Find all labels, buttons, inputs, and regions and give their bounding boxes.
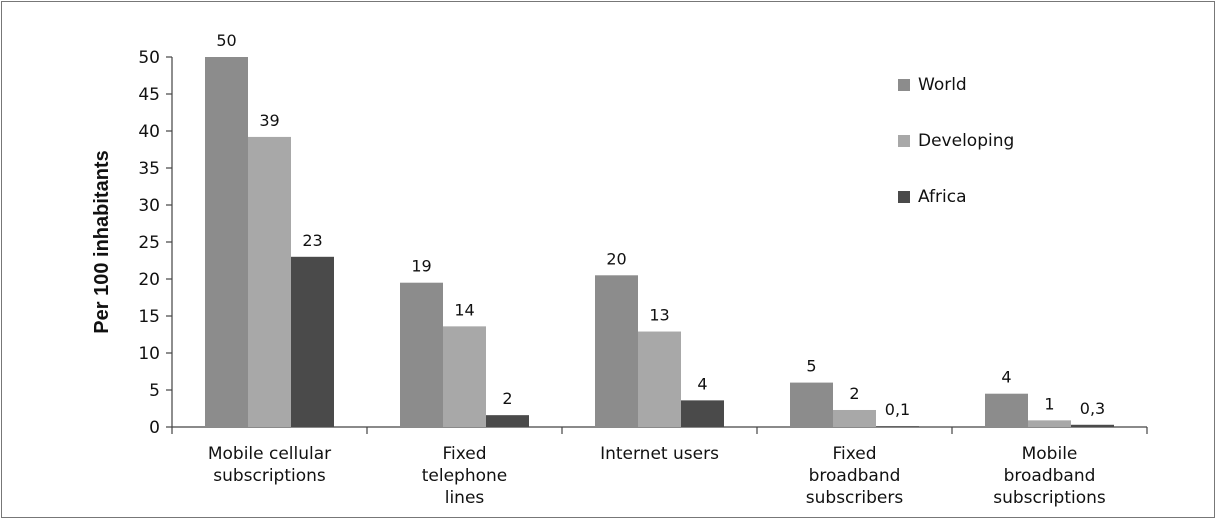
- y-tick-label: 10: [138, 344, 160, 364]
- data-label: 0,1: [885, 400, 910, 419]
- bar-world: [400, 282, 443, 427]
- category-label: broadband: [1004, 466, 1096, 486]
- data-label: 0,3: [1080, 399, 1105, 418]
- category-label: Internet users: [600, 444, 719, 464]
- data-label: 5: [806, 357, 816, 376]
- data-label: 14: [454, 300, 474, 319]
- bar-developing: [443, 326, 486, 427]
- data-label: 2: [849, 384, 859, 403]
- category-label: Mobile cellular: [208, 444, 331, 464]
- data-label: 4: [1001, 368, 1011, 387]
- bar-africa: [486, 415, 529, 427]
- bar-africa: [876, 426, 919, 427]
- legend-label: Africa: [918, 187, 967, 207]
- category-label: broadband: [809, 466, 901, 486]
- y-tick-label: 40: [138, 122, 160, 142]
- bar-world: [985, 393, 1028, 427]
- bar-world: [790, 382, 833, 427]
- category-label: lines: [445, 488, 485, 508]
- y-axis-title: Per 100 inhabitants: [91, 150, 113, 333]
- legend-label: Developing: [918, 131, 1014, 151]
- category-label: telephone: [422, 466, 508, 486]
- data-label: 39: [259, 111, 279, 130]
- y-tick-label: 25: [138, 233, 160, 253]
- category-label: Fixed: [832, 444, 876, 464]
- y-tick-label: 15: [138, 307, 160, 327]
- y-tick-label: 30: [138, 196, 160, 216]
- data-label: 2: [502, 389, 512, 408]
- legend-swatch-developing: [898, 135, 910, 147]
- bar-developing: [833, 409, 876, 427]
- data-label: 13: [649, 306, 669, 325]
- data-label: 4: [697, 374, 707, 393]
- legend-swatch-africa: [898, 191, 910, 203]
- category-label: Fixed: [442, 444, 486, 464]
- y-tick-label: 45: [138, 85, 160, 105]
- bar-developing: [248, 136, 291, 428]
- category-label: subscribers: [806, 488, 904, 508]
- y-tick-label: 5: [149, 381, 160, 401]
- bar-africa: [291, 256, 334, 427]
- y-tick-label: 35: [138, 159, 160, 179]
- y-tick-label: 0: [149, 418, 160, 438]
- legend-swatch-world: [898, 79, 910, 91]
- legend-label: World: [918, 75, 967, 95]
- data-label: 23: [302, 231, 322, 250]
- y-tick-label: 50: [138, 48, 160, 68]
- bar-africa: [681, 400, 724, 427]
- bar-world: [205, 57, 248, 427]
- category-label: subscriptions: [993, 488, 1106, 508]
- y-tick-label: 20: [138, 270, 160, 290]
- category-label: Mobile: [1022, 444, 1078, 464]
- data-label: 50: [216, 31, 236, 50]
- category-label: subscriptions: [213, 466, 326, 486]
- bar-world: [595, 275, 638, 427]
- bar-africa: [1071, 424, 1114, 427]
- bar-developing: [1028, 420, 1071, 427]
- data-label: 19: [411, 257, 431, 276]
- data-label: 20: [606, 249, 626, 268]
- bar-developing: [638, 331, 681, 427]
- data-label: 1: [1044, 394, 1054, 413]
